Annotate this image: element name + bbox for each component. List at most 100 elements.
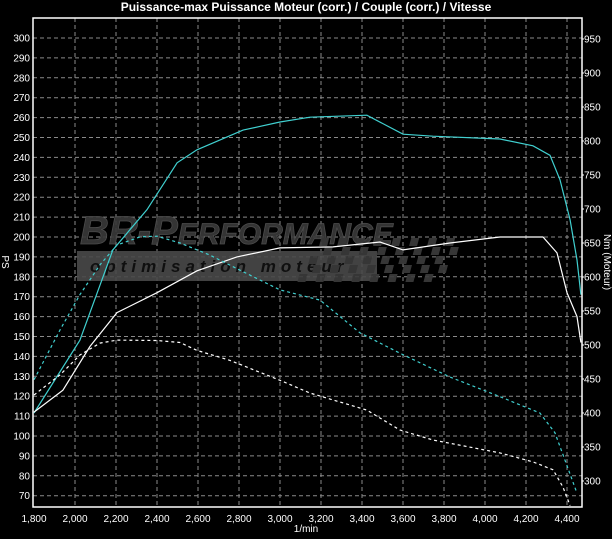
y-left-tick-label: 210 <box>13 213 30 224</box>
checker-square <box>326 256 337 264</box>
checker-square <box>351 274 362 282</box>
checker-square <box>311 265 322 273</box>
series-line-ps-solid <box>33 236 582 413</box>
y-left-tick-label: 290 <box>13 53 30 64</box>
x-axis-label: 1/min <box>294 524 318 535</box>
y-left-tick-label: 80 <box>19 471 31 482</box>
y-left-tick-label: 140 <box>13 352 30 363</box>
y-left-tick-label: 70 <box>19 491 31 502</box>
series-line-ps-dashed <box>33 339 571 506</box>
y-right-tick-label: 450 <box>584 375 601 386</box>
checker-square <box>344 256 355 264</box>
y-left-tick-label: 120 <box>13 392 30 403</box>
checker-square <box>369 274 380 282</box>
y-left-tick-label: 160 <box>13 312 30 323</box>
y-left-tick-label: 200 <box>13 233 30 244</box>
x-tick-label: 2,600 <box>185 514 210 525</box>
y-left-tick-label: 260 <box>13 113 30 124</box>
checker-square <box>437 265 448 273</box>
checker-square <box>319 238 330 246</box>
checker-square <box>362 256 373 264</box>
x-tick-label: 2,800 <box>226 514 251 525</box>
checker-square <box>423 274 434 282</box>
y-right-tick-label: 400 <box>584 409 601 420</box>
checker-square <box>322 247 333 255</box>
checker-square <box>401 265 412 273</box>
y-left-tick-label: 270 <box>13 93 30 104</box>
checker-square <box>430 247 441 255</box>
y-left-axis-label: PS <box>0 255 10 269</box>
checker-square <box>308 256 319 264</box>
checkered-flag-graphic <box>297 238 459 282</box>
plot-frame <box>32 17 583 508</box>
checker-square <box>329 265 340 273</box>
y-left-tick-label: 230 <box>13 173 30 184</box>
y-left-tick-label: 110 <box>14 412 30 423</box>
y-left-tick-label: 130 <box>13 372 30 383</box>
y-right-tick-label: 950 <box>584 35 601 46</box>
x-tick-label: 2,000 <box>62 514 87 525</box>
logo-tagline: optimisation moteur <box>90 257 348 276</box>
y-left-tick-label: 180 <box>13 272 30 283</box>
y-left-tick-label: 190 <box>13 252 30 263</box>
checker-square <box>419 265 430 273</box>
x-tick-label: 3,600 <box>390 514 415 525</box>
checker-square <box>315 274 326 282</box>
checker-square <box>391 238 402 246</box>
x-tick-label: 4,000 <box>472 514 497 525</box>
series-line-nm-solid <box>33 114 582 414</box>
checker-square <box>358 247 369 255</box>
x-tick-label: 1,800 <box>21 514 46 525</box>
x-tick-label: 3,400 <box>349 514 374 525</box>
checker-square <box>347 265 358 273</box>
checker-square <box>398 256 409 264</box>
y-right-tick-label: 700 <box>584 205 601 216</box>
logo-brand: BR-PERFORMANCE <box>80 209 394 253</box>
checker-square <box>333 274 344 282</box>
y-left-tick-label: 250 <box>13 133 30 144</box>
checker-square <box>412 247 423 255</box>
checker-square <box>416 256 427 264</box>
checker-square <box>409 238 420 246</box>
y-left-tick-label: 240 <box>13 153 30 164</box>
y-right-axis-label: Nm (Moteur) <box>601 234 612 290</box>
y-right-tick-label: 750 <box>584 171 601 182</box>
chart-title: Puissance-max Puissance Moteur (corr.) /… <box>121 0 492 14</box>
y-right-tick-label: 850 <box>584 103 601 114</box>
checker-square <box>340 247 351 255</box>
series-line-nm-dashed <box>33 235 578 494</box>
y-right-tick-label: 500 <box>584 341 601 352</box>
y-left-tick-label: 90 <box>19 451 31 462</box>
x-tick-label: 3,000 <box>267 514 292 525</box>
checker-square <box>448 247 459 255</box>
y-right-tick-label: 600 <box>584 273 601 284</box>
checker-square <box>380 256 391 264</box>
checker-square <box>427 238 438 246</box>
logo-banner <box>77 251 377 281</box>
x-tick-label: 3,800 <box>431 514 456 525</box>
checker-square <box>387 274 398 282</box>
y-right-tick-label: 550 <box>584 307 601 318</box>
checker-square <box>445 238 456 246</box>
checker-square <box>405 274 416 282</box>
y-right-tick-label: 650 <box>584 239 601 250</box>
checker-square <box>337 238 348 246</box>
x-tick-label: 3,200 <box>308 514 333 525</box>
y-left-tick-label: 300 <box>13 34 30 45</box>
checker-square <box>383 265 394 273</box>
checker-square <box>365 265 376 273</box>
y-right-tick-label: 900 <box>584 69 601 80</box>
y-right-tick-label: 350 <box>584 443 601 454</box>
y-left-tick-label: 150 <box>13 332 30 343</box>
x-tick-label: 2,400 <box>144 514 169 525</box>
checker-square <box>434 256 445 264</box>
y-left-tick-label: 100 <box>13 432 30 443</box>
x-tick-label: 2,200 <box>103 514 128 525</box>
x-tick-label: 4,400 <box>554 514 579 525</box>
series-group <box>33 114 582 506</box>
y-right-tick-label: 300 <box>584 477 601 488</box>
tick-labels: 1,800 2,000 2,200 2,400 2,600 2,800 3,000 3,200… <box>13 34 601 526</box>
checker-square <box>297 274 308 282</box>
checker-square <box>394 247 405 255</box>
